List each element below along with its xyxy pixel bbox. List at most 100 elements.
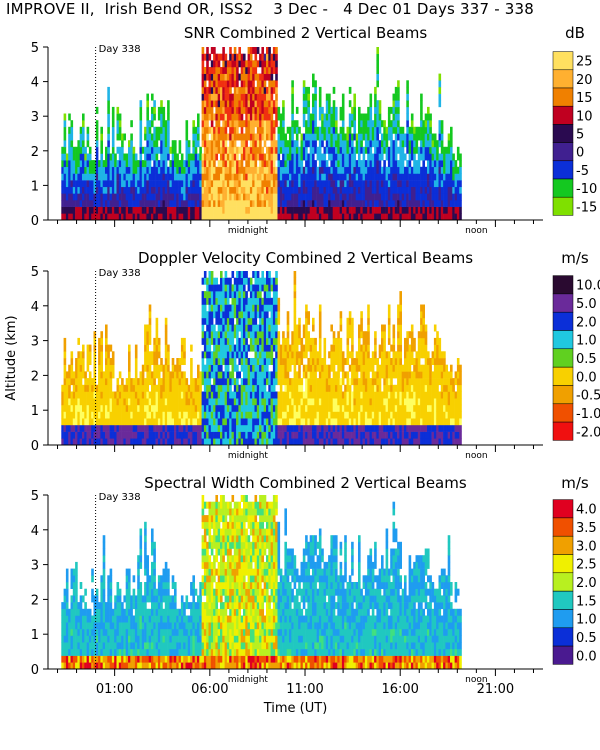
heatmap-cell (236, 344, 239, 352)
heatmap-cell (367, 166, 370, 174)
heatmap-cell (330, 351, 333, 359)
heatmap-cell (183, 180, 186, 188)
heatmap-cell (259, 73, 262, 81)
colorbar-label: -15 (576, 200, 597, 215)
heatmap-cell (249, 200, 253, 207)
heatmap-cell (399, 153, 402, 161)
heatmap-cell (367, 206, 370, 214)
heatmap-cell (105, 438, 108, 446)
heatmap-cell (316, 431, 320, 439)
heatmap-cell (236, 277, 239, 285)
heatmap-cell (348, 86, 352, 94)
heatmap-cell (291, 126, 294, 134)
heatmap-cell (291, 93, 294, 101)
heatmap-cell (279, 344, 283, 352)
heatmap-cell (220, 384, 223, 392)
heatmap-cell (164, 140, 168, 148)
heatmap-cell (321, 180, 324, 188)
heatmap-cell (68, 213, 71, 221)
heatmap-cell (174, 431, 177, 439)
heatmap-cell (190, 186, 193, 194)
heatmap-cell (240, 378, 244, 386)
heatmap-cell (155, 193, 159, 201)
heatmap-cell (167, 411, 170, 419)
heatmap-cell (406, 193, 409, 201)
heatmap-cell (427, 180, 430, 188)
heatmap-cell (109, 384, 113, 392)
heatmap-cell (367, 146, 370, 154)
heatmap-cell (84, 411, 87, 419)
heatmap-cell (286, 180, 290, 188)
heatmap-cell (224, 431, 228, 439)
heatmap-cell (249, 431, 253, 439)
heatmap-cell (128, 378, 131, 386)
heatmap-cell (151, 113, 154, 121)
heatmap-cell (141, 213, 145, 221)
heatmap-cell (247, 304, 251, 312)
heatmap-cell (436, 160, 439, 168)
heatmap-cell (277, 133, 281, 141)
heatmap-cell (100, 424, 103, 432)
heatmap-cell (279, 113, 283, 121)
heatmap-cell (282, 213, 285, 221)
heatmap-cell (417, 213, 421, 221)
heatmap-cell (364, 160, 368, 168)
heatmap-cell (148, 200, 152, 207)
heatmap-cell (95, 391, 99, 399)
heatmap-cell (314, 120, 317, 128)
heatmap-cell (82, 431, 85, 439)
heatmap-cell (282, 337, 285, 345)
heatmap-cell (203, 67, 207, 74)
heatmap-cell (132, 166, 136, 174)
heatmap-cell (438, 193, 442, 201)
heatmap-cell (279, 398, 283, 406)
heatmap-cell (247, 186, 251, 194)
heatmap-cell (233, 297, 237, 305)
heatmap-cell (284, 206, 287, 214)
heatmap-cell (151, 200, 154, 207)
heatmap-cell (261, 404, 264, 412)
heatmap-cell (300, 384, 304, 392)
heatmap-cell (268, 133, 271, 141)
heatmap-cell (263, 213, 267, 221)
heatmap-cell (157, 424, 161, 432)
heatmap-cell (88, 206, 92, 214)
heatmap-cell (394, 153, 398, 161)
heatmap-cell (268, 146, 271, 154)
heatmap-cell (114, 173, 117, 181)
heatmap-cell (171, 200, 175, 207)
snr-day-label: Day 338 (99, 44, 141, 55)
heatmap-cell (226, 160, 230, 168)
heatmap-cell (266, 398, 269, 406)
heatmap-cell (376, 133, 379, 141)
heatmap-cell (231, 206, 235, 214)
heatmap-cell (268, 113, 271, 121)
heatmap-cell (316, 200, 320, 207)
heatmap-cell (231, 153, 235, 161)
heatmap-cell (351, 186, 354, 194)
heatmap-cell (210, 206, 214, 214)
heatmap-cell (116, 113, 120, 121)
heatmap-cell (399, 180, 402, 188)
heatmap-cell (68, 113, 71, 121)
heatmap-cell (337, 153, 340, 161)
heatmap-cell (374, 133, 377, 141)
heatmap-cell (353, 120, 356, 128)
heatmap-cell (305, 160, 308, 168)
heatmap-cell (79, 358, 83, 365)
heatmap-cell (77, 371, 80, 379)
heatmap-cell (125, 398, 129, 406)
heatmap-cell (390, 120, 393, 128)
heatmap-cell (341, 186, 345, 194)
heatmap-cell (252, 378, 255, 386)
heatmap-cell (220, 438, 223, 446)
heatmap-cell (160, 438, 163, 446)
heatmap-cell (256, 331, 260, 339)
heatmap-cell (413, 193, 416, 201)
heatmap-cell (318, 113, 322, 121)
heatmap-cell (387, 200, 391, 207)
heatmap-cell (394, 160, 398, 168)
heatmap-cell (330, 378, 333, 386)
heatmap-cell (275, 93, 278, 101)
heatmap-cell (206, 67, 209, 74)
